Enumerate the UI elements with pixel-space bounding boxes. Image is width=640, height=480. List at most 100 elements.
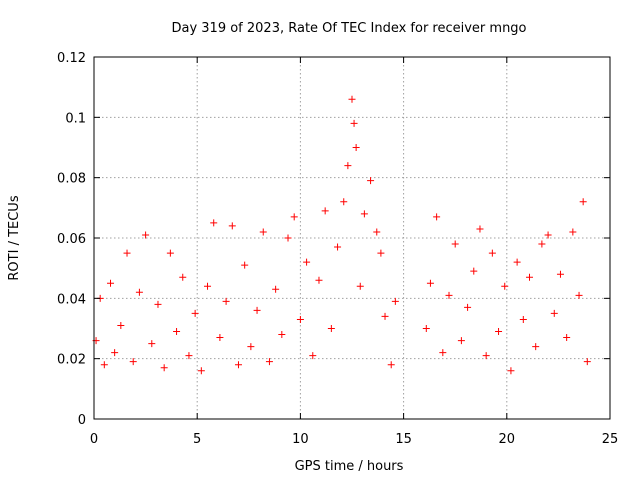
- data-point: [129, 358, 137, 366]
- data-point: [111, 349, 119, 357]
- data-point: [426, 279, 434, 287]
- data-point: [327, 325, 335, 332]
- data-point: [284, 234, 292, 242]
- data-point: [544, 231, 552, 239]
- data-point: [222, 297, 230, 305]
- data-point: [532, 343, 540, 351]
- data-point: [464, 303, 472, 311]
- data-point: [348, 95, 356, 103]
- data-point: [526, 273, 534, 281]
- data-point: [373, 228, 381, 236]
- data-point: [391, 297, 399, 305]
- x-axis-label: GPS time / hours: [295, 459, 404, 474]
- y-tick-label: 0.08: [57, 172, 86, 187]
- data-point: [482, 352, 490, 360]
- data-point: [265, 358, 273, 366]
- data-point: [197, 367, 205, 375]
- data-point: [563, 334, 571, 342]
- data-point: [234, 361, 242, 369]
- data-point: [377, 249, 385, 257]
- data-point: [123, 249, 131, 257]
- data-point: [579, 198, 587, 206]
- data-point: [556, 270, 564, 278]
- data-point: [470, 267, 478, 275]
- x-tick-label: 20: [499, 432, 516, 447]
- data-point: [387, 361, 395, 369]
- data-point: [550, 309, 558, 317]
- axis-ticks: 0 0.02 0.04 0.06 0.08 0.1 0.12 0 5 10 15 20 25: [57, 51, 618, 447]
- data-point: [166, 249, 174, 257]
- data-point: [216, 334, 224, 342]
- data-point: [117, 321, 125, 329]
- data-point: [495, 328, 503, 336]
- data-points: [92, 95, 591, 375]
- data-point: [296, 315, 304, 323]
- data-point: [488, 249, 496, 257]
- data-point: [148, 340, 156, 348]
- data-point: [303, 258, 311, 266]
- data-point: [451, 240, 459, 248]
- data-point: [352, 144, 360, 151]
- data-point: [321, 207, 329, 215]
- x-tick-label: 5: [193, 432, 201, 447]
- data-point: [433, 213, 441, 221]
- data-point: [107, 279, 115, 287]
- x-tick-label: 0: [90, 432, 98, 447]
- data-point: [204, 282, 212, 290]
- data-point: [583, 358, 591, 366]
- data-point: [381, 312, 389, 320]
- data-point: [356, 282, 364, 290]
- y-tick-label: 0.02: [57, 353, 86, 368]
- data-point: [367, 177, 375, 185]
- data-point: [179, 273, 187, 281]
- data-point: [575, 291, 583, 299]
- data-point: [334, 243, 342, 251]
- data-point: [247, 343, 255, 351]
- y-tick-label: 0: [78, 413, 86, 428]
- data-point: [253, 306, 261, 314]
- x-tick-label: 10: [292, 432, 309, 447]
- data-point: [538, 240, 546, 248]
- data-point: [290, 213, 298, 221]
- data-point: [228, 222, 236, 230]
- grid-lines: [94, 57, 610, 419]
- data-point: [272, 285, 280, 293]
- data-point: [513, 258, 521, 266]
- x-tick-label: 25: [602, 432, 619, 447]
- x-tick-label: 15: [395, 432, 412, 447]
- data-point: [350, 119, 358, 127]
- y-tick-label: 0.12: [57, 51, 86, 66]
- data-point: [439, 349, 447, 357]
- data-point: [309, 352, 317, 360]
- data-point: [344, 162, 352, 170]
- data-point: [191, 309, 199, 317]
- data-point: [278, 331, 286, 339]
- chart-title: Day 319 of 2023, Rate Of TEC Index for r…: [171, 21, 526, 36]
- y-tick-label: 0.1: [65, 111, 86, 126]
- data-point: [160, 364, 168, 372]
- data-point: [569, 228, 577, 236]
- data-point: [501, 282, 509, 290]
- data-point: [519, 315, 527, 323]
- y-tick-label: 0.06: [57, 232, 86, 247]
- data-point: [185, 352, 193, 360]
- data-point: [210, 219, 218, 227]
- data-point: [315, 276, 323, 284]
- data-point: [445, 291, 453, 299]
- data-point: [360, 210, 368, 218]
- data-point: [422, 325, 430, 332]
- data-point: [259, 228, 267, 236]
- data-point: [135, 288, 143, 296]
- data-point: [154, 300, 162, 308]
- data-point: [100, 361, 108, 369]
- y-tick-label: 0.04: [57, 292, 86, 307]
- data-point: [173, 328, 181, 336]
- data-point: [507, 367, 515, 375]
- data-point: [241, 261, 249, 269]
- data-point: [340, 198, 348, 206]
- y-axis-label: ROTI / TECUs: [7, 195, 22, 280]
- data-point: [142, 231, 150, 239]
- data-point: [457, 337, 465, 345]
- data-point: [476, 225, 484, 233]
